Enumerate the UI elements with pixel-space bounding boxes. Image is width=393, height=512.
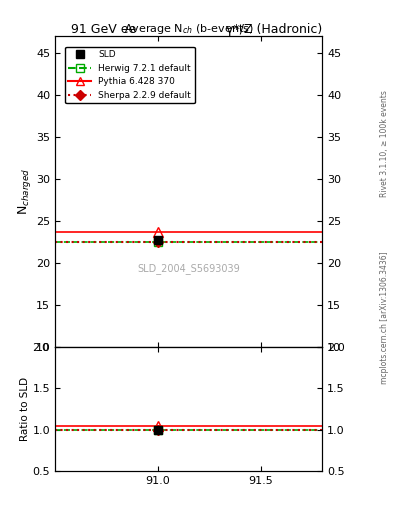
Legend: SLD, Herwig 7.2.1 default, Pythia 6.428 370, Sherpa 2.2.9 default: SLD, Herwig 7.2.1 default, Pythia 6.428 … xyxy=(65,47,195,103)
Text: Rivet 3.1.10, ≥ 100k events: Rivet 3.1.10, ≥ 100k events xyxy=(380,90,389,197)
Y-axis label: Ratio to SLD: Ratio to SLD xyxy=(20,377,29,441)
Text: SLD_2004_S5693039: SLD_2004_S5693039 xyxy=(137,264,240,274)
Text: 91 GeV ee: 91 GeV ee xyxy=(71,23,136,36)
Title: Average N$_{ch}$ (b-events): Average N$_{ch}$ (b-events) xyxy=(124,22,253,36)
Text: γ*/Z (Hadronic): γ*/Z (Hadronic) xyxy=(226,23,322,36)
Y-axis label: N$_{charged}$: N$_{charged}$ xyxy=(16,167,33,215)
Text: mcplots.cern.ch [arXiv:1306.3436]: mcplots.cern.ch [arXiv:1306.3436] xyxy=(380,251,389,384)
